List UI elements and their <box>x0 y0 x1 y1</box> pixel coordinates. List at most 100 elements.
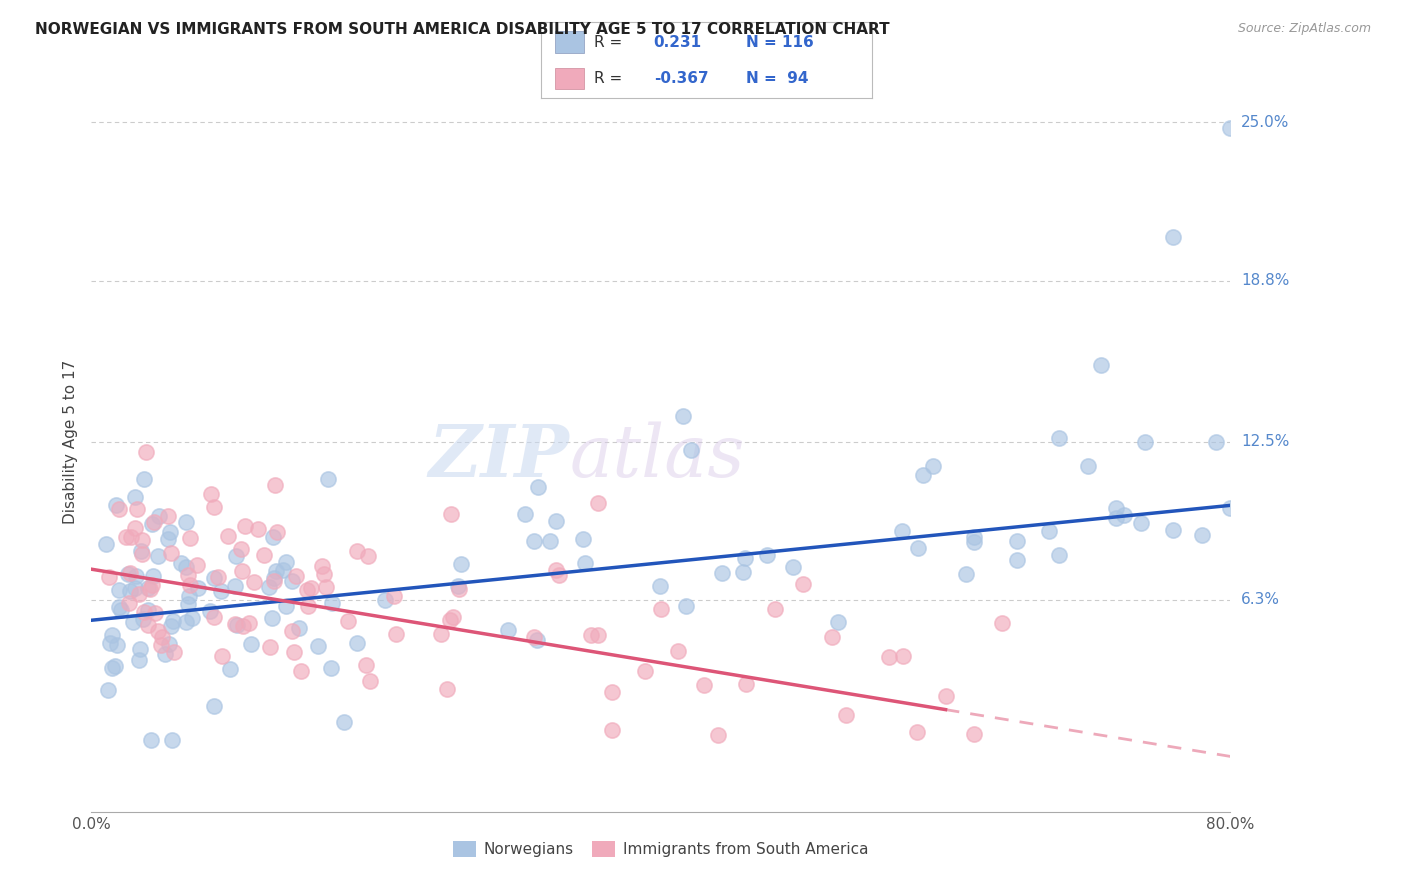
Point <box>148 509 170 524</box>
Point <box>139 582 162 597</box>
Point <box>1049 432 1071 446</box>
Point <box>281 574 304 588</box>
Legend: Norwegians, Immigrants from South America: Norwegians, Immigrants from South Americ… <box>447 835 875 863</box>
Point <box>135 445 157 459</box>
Point <box>225 618 247 632</box>
Text: N =  94: N = 94 <box>747 70 808 86</box>
Point <box>285 568 308 582</box>
Point <box>266 525 288 540</box>
Point <box>159 546 181 560</box>
Text: Source: ZipAtlas.com: Source: ZipAtlas.com <box>1237 22 1371 36</box>
Point <box>231 542 253 557</box>
Point <box>186 558 208 572</box>
Point <box>891 649 914 664</box>
Point <box>257 580 280 594</box>
Point <box>98 570 121 584</box>
Point <box>333 714 356 729</box>
Point <box>150 631 173 645</box>
Point <box>143 607 166 621</box>
Point <box>207 570 229 584</box>
Point <box>202 610 225 624</box>
Point <box>735 677 758 691</box>
Point <box>374 593 396 607</box>
Point <box>162 615 184 629</box>
Point <box>877 650 900 665</box>
Point <box>600 684 623 698</box>
Point <box>522 534 544 549</box>
Point <box>124 521 146 535</box>
Point <box>290 664 312 678</box>
Point <box>312 566 335 581</box>
Point <box>544 562 567 576</box>
Point <box>136 603 159 617</box>
Text: R =: R = <box>595 70 627 86</box>
Point <box>97 682 120 697</box>
Point <box>131 533 153 547</box>
Point <box>792 576 814 591</box>
Point <box>1130 516 1153 531</box>
Point <box>311 559 333 574</box>
Point <box>316 472 339 486</box>
Point <box>141 516 163 531</box>
Point <box>271 563 294 577</box>
Point <box>108 599 131 614</box>
Point <box>650 601 672 615</box>
Point <box>104 659 127 673</box>
Point <box>127 501 149 516</box>
Point <box>274 555 297 569</box>
Point <box>280 624 302 638</box>
Point <box>544 514 567 528</box>
Point <box>134 605 156 619</box>
Point <box>1090 358 1112 372</box>
Point <box>496 624 519 638</box>
Text: N = 116: N = 116 <box>747 35 814 50</box>
Bar <box>554 31 585 53</box>
Point <box>139 733 162 747</box>
Point <box>429 626 451 640</box>
Point <box>263 574 285 588</box>
Point <box>263 478 285 492</box>
Point <box>159 524 181 539</box>
Point <box>252 548 274 562</box>
Point <box>129 641 152 656</box>
Point <box>1105 501 1128 516</box>
Point <box>782 560 804 574</box>
Point <box>1191 527 1213 541</box>
Point <box>163 645 186 659</box>
Point <box>912 468 935 483</box>
Point <box>283 645 305 659</box>
Point <box>202 500 225 514</box>
Point <box>141 578 163 592</box>
Point <box>274 599 297 614</box>
Point <box>357 549 380 563</box>
Point <box>1005 553 1028 567</box>
Point <box>934 689 956 703</box>
Point <box>211 649 233 664</box>
Point <box>240 637 263 651</box>
Text: 25.0%: 25.0% <box>1241 115 1289 130</box>
Point <box>156 533 179 547</box>
Point <box>666 644 689 658</box>
Point <box>963 534 986 549</box>
Point <box>156 508 179 523</box>
Point <box>436 681 458 696</box>
Point <box>202 571 225 585</box>
Point <box>224 579 246 593</box>
Point <box>117 596 139 610</box>
Point <box>346 544 368 558</box>
Point <box>233 519 256 533</box>
Point <box>129 544 152 558</box>
Point <box>692 678 714 692</box>
Point <box>202 699 225 714</box>
Point <box>200 487 222 501</box>
Point <box>120 530 142 544</box>
Point <box>359 673 381 688</box>
Point <box>259 640 281 654</box>
Point <box>128 653 150 667</box>
Point <box>264 564 287 578</box>
Point <box>94 537 117 551</box>
Point <box>321 596 343 610</box>
Point <box>523 630 546 644</box>
Point <box>143 515 166 529</box>
Point <box>176 615 198 629</box>
